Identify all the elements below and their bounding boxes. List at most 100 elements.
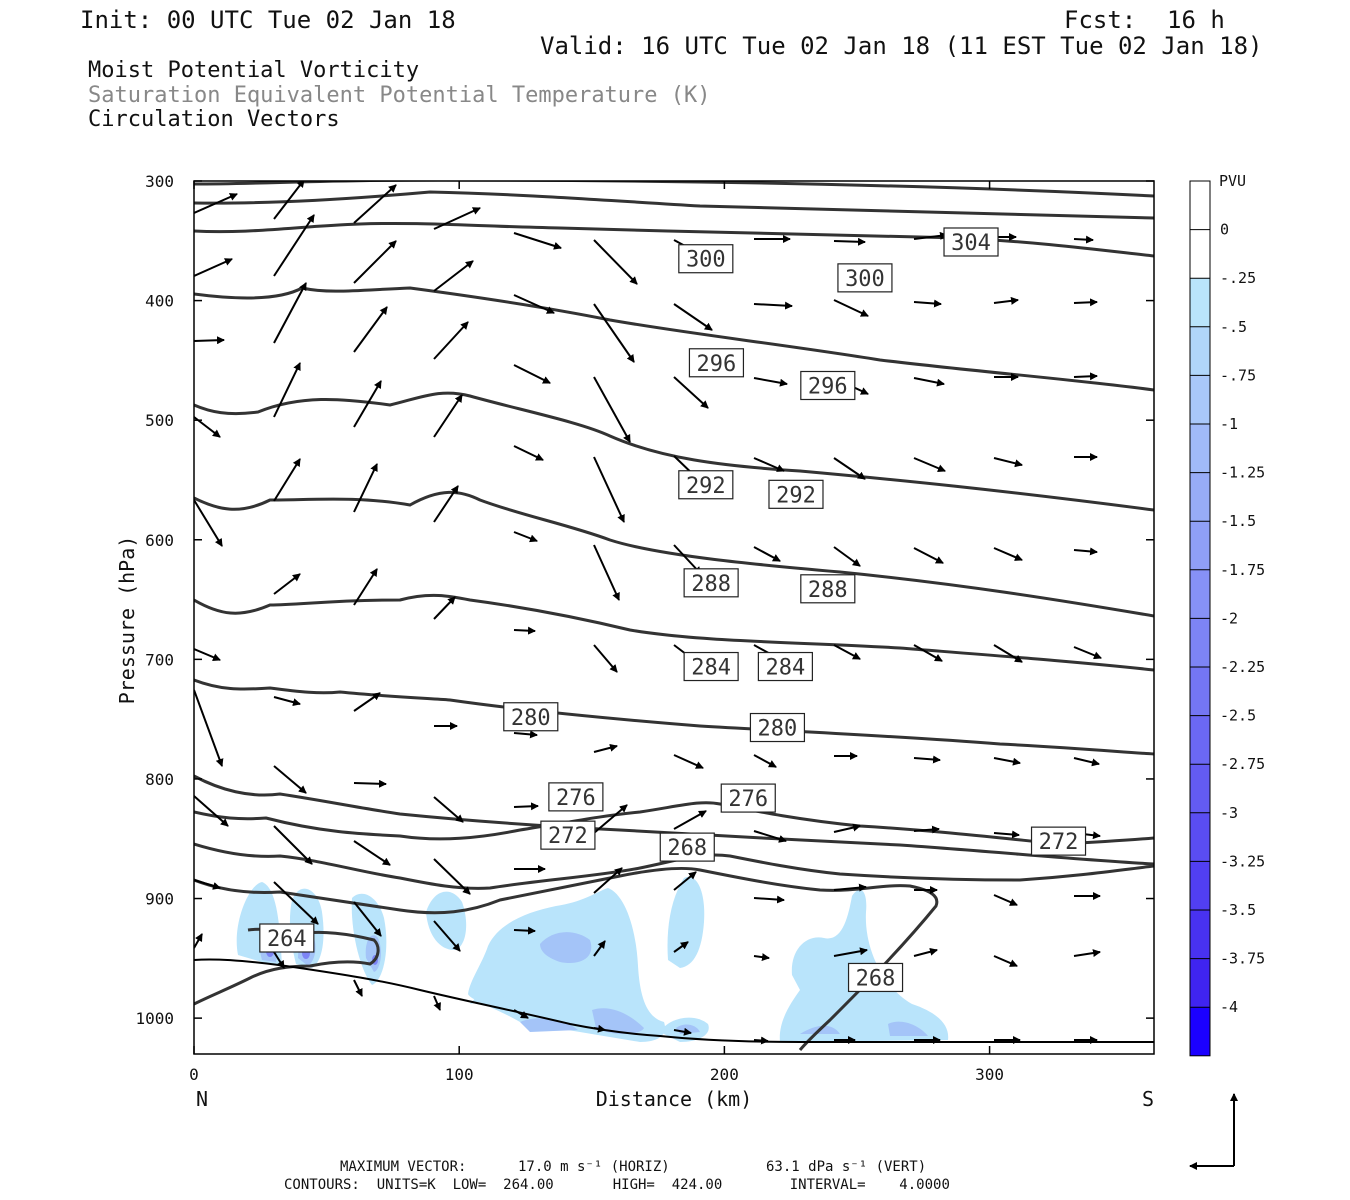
circulation-vector — [433, 321, 469, 360]
contour-label: 268 — [667, 836, 707, 861]
y-tick-label: 400 — [145, 292, 174, 311]
x-axis-label: Distance (km) — [596, 1087, 753, 1111]
colorbar-label: -3.25 — [1220, 852, 1265, 870]
circulation-vector — [513, 445, 544, 461]
field-title-thetaes: Saturation Equivalent Potential Temperat… — [88, 83, 711, 108]
contour-label: 292 — [686, 474, 726, 499]
circulation-vector — [194, 648, 221, 661]
y-axis-label: Pressure (hPa) — [115, 536, 139, 705]
circulation-vector — [433, 920, 461, 952]
circulation-vector — [353, 306, 388, 353]
circulation-vector — [513, 626, 536, 635]
y-tick-label: 900 — [145, 890, 174, 909]
colorbar-label: -.5 — [1220, 318, 1247, 336]
circulation-vector — [993, 757, 1021, 766]
circulation-vector — [513, 294, 555, 314]
circulation-vector — [1073, 547, 1098, 556]
colorbar-swatch — [1190, 181, 1210, 230]
circulation-vector — [194, 879, 221, 890]
colorbar-label: -4 — [1220, 998, 1238, 1016]
contour-label: 268 — [856, 966, 896, 991]
contour-label: 296 — [697, 352, 737, 377]
terrain-line — [194, 958, 1154, 1043]
circulation-vector — [913, 644, 943, 662]
circulation-vector — [913, 547, 944, 564]
contour-label: 280 — [758, 717, 798, 742]
colorbar-label: -1.5 — [1220, 512, 1256, 530]
colorbar-swatch — [1190, 812, 1210, 862]
max-vector-horizontal: 17.0 m s⁻¹ (HORIZ) — [518, 1159, 670, 1175]
circulation-vector — [993, 830, 1020, 839]
contour-label: 276 — [556, 786, 596, 811]
colorbar-swatch — [1190, 715, 1210, 765]
circulation-vector — [913, 377, 945, 387]
circulation-vector — [993, 894, 1018, 906]
circulation-vector — [273, 951, 285, 969]
circulation-vector — [194, 933, 203, 949]
valid-time: Valid: 16 UTC Tue 02 Jan 18 (11 EST Tue … — [540, 32, 1263, 60]
circulation-vector — [753, 830, 787, 843]
contour-label-box — [800, 370, 856, 401]
circulation-vector — [273, 881, 319, 925]
colorbar-swatch — [1190, 521, 1210, 570]
field-title-vectors: Circulation Vectors — [88, 107, 340, 132]
circulation-vector — [433, 995, 441, 1011]
colorbar-swatch — [1190, 569, 1210, 619]
circulation-vector — [593, 743, 618, 753]
contour-label-box — [757, 651, 813, 682]
circulation-vector — [353, 240, 397, 284]
colorbar-swatch — [1190, 667, 1210, 716]
contour-label-box — [688, 348, 745, 378]
colorbar-label: -2.75 — [1220, 755, 1265, 773]
circulation-vector — [273, 573, 301, 595]
circulation-vector — [513, 926, 536, 935]
forecast-hour: 16 h — [1167, 6, 1225, 34]
contour-label-box — [749, 712, 806, 743]
colorbar-unit-label: PVU — [1219, 172, 1246, 190]
contour-label: 284 — [766, 656, 806, 681]
circulation-vector — [1073, 646, 1102, 660]
colorbar-label: -.75 — [1220, 366, 1256, 384]
circulation-vector — [1073, 949, 1101, 958]
contour-info: CONTOURS: UNITS=K LOW= 264.00 HIGH= 424.… — [284, 1177, 950, 1193]
x-end-label-north: N — [196, 1087, 208, 1111]
circulation-vector — [433, 485, 459, 523]
circulation-vector — [833, 299, 869, 317]
circulation-vector — [433, 858, 471, 895]
circulation-vector — [593, 544, 620, 601]
colorbar-swatch — [1190, 861, 1210, 910]
contour-label: 272 — [1039, 830, 1079, 855]
pv-colorbar: 0 -.25 -.5 -.75 -1 -1.25 -1.5 -1.75 -2 -2.25 -2.5 -… — [1189, 180, 1265, 1057]
circulation-vector — [273, 362, 301, 418]
circulation-vector — [194, 336, 225, 345]
circulation-vector — [833, 947, 868, 957]
circulation-vector — [673, 871, 697, 891]
init-time: Init: 00 UTC Tue 02 Jan 18 — [80, 6, 456, 34]
contour-label-box — [683, 651, 739, 682]
circulation-vector — [593, 644, 618, 673]
circulation-vector — [913, 825, 940, 834]
circulation-vector — [593, 456, 625, 523]
circulation-vector — [833, 644, 861, 660]
circulation-vector — [353, 779, 387, 788]
contour-label: 300 — [845, 267, 885, 292]
colorbar-label: -1 — [1220, 415, 1238, 433]
y-tick-label: 500 — [145, 411, 174, 430]
circulation-vector — [753, 895, 785, 904]
x-axis: 0 100 200 300 — [189, 181, 1004, 1084]
circulation-vector — [833, 823, 861, 833]
max-vector-label: MAXIMUM VECTOR: — [340, 1159, 467, 1175]
circulation-vector — [353, 463, 378, 513]
circulation-vector — [433, 260, 474, 292]
circulation-vector — [273, 282, 307, 344]
circulation-vectors — [194, 181, 1102, 1045]
circulation-vector — [433, 596, 456, 620]
colorbar-swatch — [1190, 375, 1210, 424]
circulation-vector — [273, 696, 301, 707]
colorbar-label: -3.75 — [1220, 950, 1265, 968]
contour-label-box — [683, 568, 739, 598]
contour-label-box — [837, 263, 893, 293]
circulation-vector — [673, 1027, 692, 1036]
circulation-vector — [593, 376, 631, 443]
circulation-vector — [194, 258, 233, 277]
